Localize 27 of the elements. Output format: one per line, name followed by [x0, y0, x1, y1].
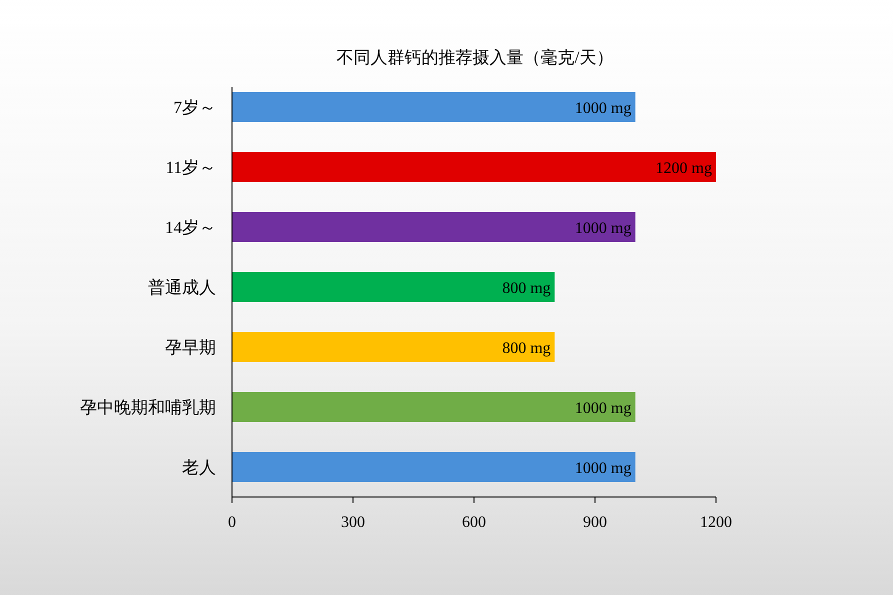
- bar: [232, 392, 636, 422]
- x-tick-label: 900: [583, 514, 607, 531]
- bar: [232, 92, 636, 122]
- y-tick-label: 老人: [182, 458, 216, 477]
- y-tick-label: 7岁～: [174, 98, 216, 117]
- chart-title: 不同人群钙的推荐摄入量（毫克/天）: [336, 48, 614, 67]
- data-label: 800 mg: [502, 340, 551, 357]
- x-tick-label: 1200: [700, 514, 732, 531]
- data-label: 1000 mg: [574, 460, 632, 477]
- y-tick-label: 孕早期: [165, 338, 216, 357]
- bar: [232, 152, 716, 182]
- y-tick-label: 11岁～: [166, 158, 216, 177]
- bar: [232, 212, 636, 242]
- x-tick-label: 0: [228, 514, 236, 531]
- data-label: 1000 mg: [574, 100, 632, 117]
- bar: [232, 272, 555, 302]
- data-label: 1000 mg: [574, 400, 632, 417]
- data-label: 800 mg: [502, 280, 551, 297]
- data-label: 1200 mg: [656, 160, 712, 177]
- x-tick-label: 300: [341, 514, 365, 531]
- y-tick-label: 孕中晚期和哺乳期: [80, 398, 216, 417]
- x-tick-label: 600: [462, 514, 486, 531]
- data-label: 1000 mg: [574, 220, 632, 237]
- y-tick-label: 普通成人: [148, 278, 216, 297]
- y-tick-label: 14岁～: [165, 218, 216, 237]
- bar: [232, 332, 555, 362]
- bar: [232, 452, 636, 482]
